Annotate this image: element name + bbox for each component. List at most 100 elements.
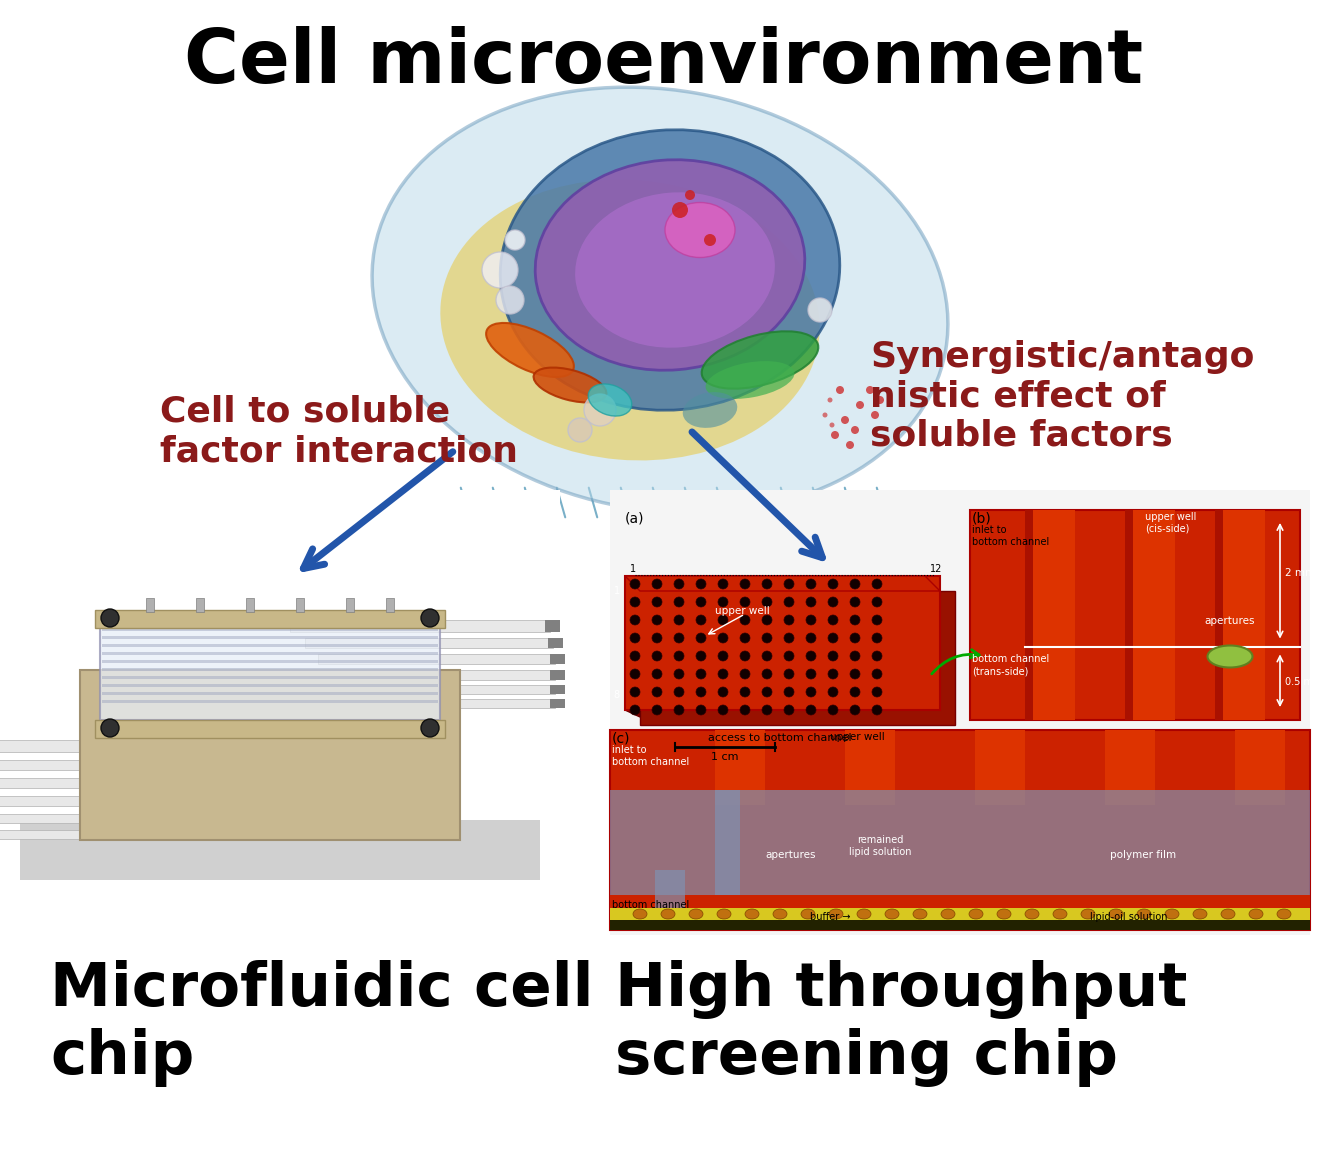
Text: inlet to
bottom channel: inlet to bottom channel: [972, 525, 1049, 547]
Ellipse shape: [705, 361, 794, 399]
Circle shape: [652, 633, 661, 643]
Ellipse shape: [689, 909, 703, 919]
FancyBboxPatch shape: [0, 796, 224, 806]
Circle shape: [850, 704, 861, 715]
Text: 1: 1: [629, 564, 636, 574]
Circle shape: [740, 633, 750, 643]
Circle shape: [652, 579, 661, 589]
FancyBboxPatch shape: [1235, 730, 1286, 805]
Ellipse shape: [535, 160, 805, 370]
Circle shape: [872, 615, 882, 625]
Text: buffer →: buffer →: [810, 912, 850, 922]
Bar: [102, 645, 438, 647]
Bar: [102, 684, 438, 687]
FancyBboxPatch shape: [975, 790, 1105, 895]
Text: upper well
(cis-side): upper well (cis-side): [1145, 512, 1197, 534]
Bar: [610, 730, 1309, 930]
Text: bottom channel
(trans-side): bottom channel (trans-side): [972, 655, 1049, 676]
FancyArrowPatch shape: [845, 488, 853, 518]
Text: (b): (b): [972, 512, 992, 526]
FancyBboxPatch shape: [845, 730, 895, 805]
Circle shape: [872, 669, 882, 679]
Ellipse shape: [914, 909, 927, 919]
Circle shape: [629, 687, 640, 698]
Polygon shape: [625, 576, 940, 591]
Circle shape: [762, 615, 772, 625]
Circle shape: [740, 597, 750, 606]
FancyBboxPatch shape: [348, 699, 555, 708]
Circle shape: [784, 615, 794, 625]
Circle shape: [827, 398, 833, 402]
Circle shape: [740, 687, 750, 698]
FancyBboxPatch shape: [329, 670, 555, 680]
Circle shape: [806, 669, 815, 679]
Circle shape: [718, 651, 728, 661]
Circle shape: [696, 597, 706, 606]
FancyBboxPatch shape: [714, 790, 845, 895]
FancyBboxPatch shape: [1105, 790, 1235, 895]
FancyBboxPatch shape: [550, 654, 564, 664]
Circle shape: [827, 633, 838, 643]
Circle shape: [762, 687, 772, 698]
Circle shape: [652, 597, 661, 606]
Ellipse shape: [801, 909, 815, 919]
Ellipse shape: [534, 368, 607, 402]
Circle shape: [652, 615, 661, 625]
FancyBboxPatch shape: [1025, 510, 1033, 719]
Bar: [11, 490, 560, 900]
Circle shape: [482, 253, 518, 288]
FancyArrowPatch shape: [749, 488, 757, 518]
Bar: [610, 895, 1309, 910]
Circle shape: [740, 704, 750, 715]
Circle shape: [784, 704, 794, 715]
FancyArrowPatch shape: [876, 488, 886, 518]
Circle shape: [101, 719, 120, 737]
Text: Cell microenvironment: Cell microenvironment: [185, 25, 1143, 98]
Bar: [102, 692, 438, 695]
Circle shape: [584, 394, 616, 425]
Circle shape: [872, 704, 882, 715]
Circle shape: [846, 440, 854, 449]
FancyBboxPatch shape: [655, 871, 685, 915]
Text: 1 cm: 1 cm: [712, 752, 738, 762]
Circle shape: [718, 579, 728, 589]
FancyBboxPatch shape: [340, 685, 555, 694]
FancyBboxPatch shape: [550, 670, 564, 680]
Circle shape: [872, 579, 882, 589]
Circle shape: [696, 651, 706, 661]
Circle shape: [740, 651, 750, 661]
Ellipse shape: [1109, 909, 1123, 919]
FancyBboxPatch shape: [290, 620, 550, 632]
Circle shape: [850, 687, 861, 698]
Circle shape: [675, 597, 684, 606]
FancyBboxPatch shape: [96, 610, 445, 628]
Ellipse shape: [441, 180, 819, 460]
Text: 8: 8: [614, 689, 620, 700]
Bar: [610, 920, 1309, 930]
Circle shape: [784, 597, 794, 606]
Circle shape: [101, 609, 120, 627]
FancyArrowPatch shape: [556, 488, 566, 518]
Circle shape: [629, 704, 640, 715]
Bar: [347, 598, 355, 612]
Ellipse shape: [372, 88, 948, 513]
Circle shape: [784, 633, 794, 643]
Bar: [102, 676, 438, 679]
Ellipse shape: [969, 909, 983, 919]
FancyBboxPatch shape: [317, 654, 555, 664]
Circle shape: [872, 651, 882, 661]
Circle shape: [784, 669, 794, 679]
Circle shape: [652, 651, 661, 661]
Circle shape: [629, 651, 640, 661]
Ellipse shape: [501, 130, 839, 410]
Text: (c): (c): [612, 732, 631, 746]
Ellipse shape: [683, 392, 737, 428]
Circle shape: [784, 651, 794, 661]
Bar: [969, 510, 1300, 719]
FancyArrowPatch shape: [461, 488, 469, 518]
Circle shape: [827, 687, 838, 698]
Circle shape: [762, 579, 772, 589]
Text: remained
lipid solution: remained lipid solution: [849, 835, 911, 857]
FancyBboxPatch shape: [1105, 730, 1155, 805]
Circle shape: [421, 719, 440, 737]
